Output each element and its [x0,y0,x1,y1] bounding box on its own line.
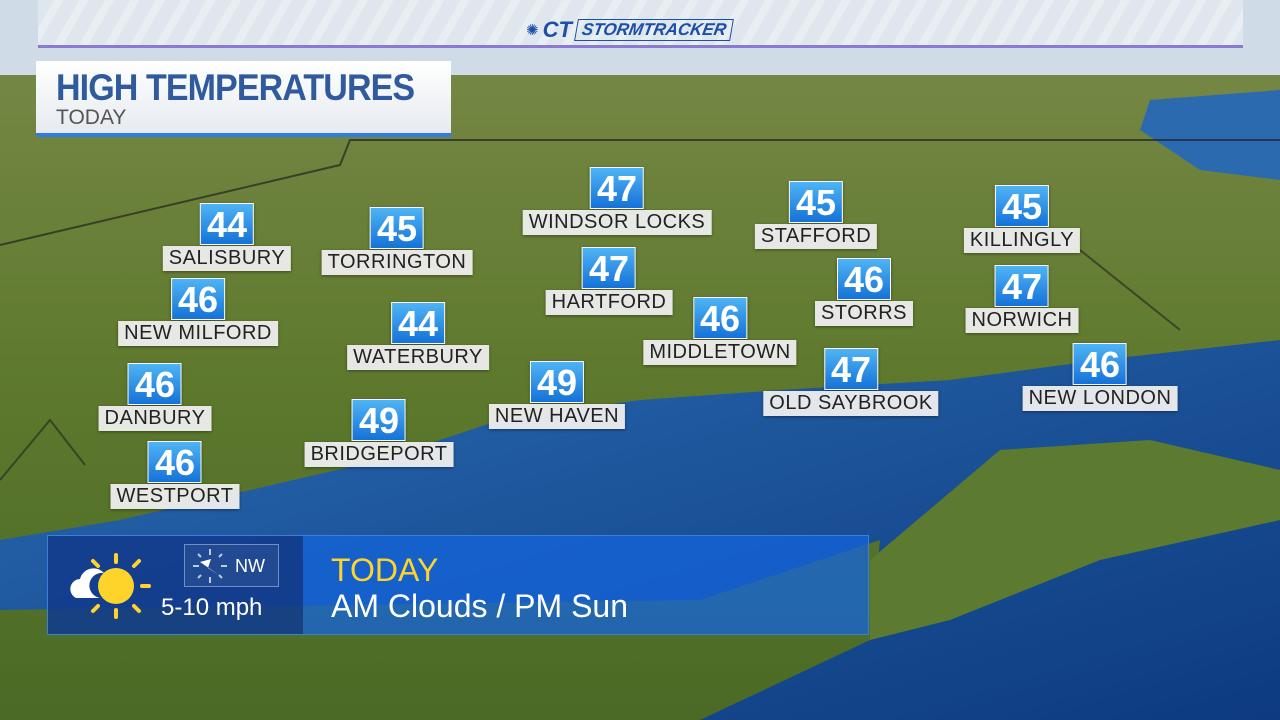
temperature-value: 46 [693,297,747,339]
partly-sunny-icon [70,553,151,619]
peacock-icon: ✺ [526,22,539,39]
wind-panel: NW 5-10 mph [48,536,303,634]
city-name: HARTFORD [545,290,673,315]
city-name: WINDSOR LOCKS [522,210,712,235]
header-bar: ✺ CT STORMTRACKER [38,0,1243,48]
city-marker: 47 NORWICH [965,265,1079,333]
city-name: NORWICH [965,308,1079,333]
city-marker: 45 KILLINGLY [963,185,1081,253]
city-marker: 46 NEW LONDON [1022,343,1178,411]
city-name: STAFFORD [754,224,878,249]
temperature-value: 46 [148,441,202,483]
title-box: HIGH TEMPERATURES TODAY [36,61,451,137]
temperature-value: 49 [529,361,584,403]
city-name: TORRINGTON [321,250,473,275]
temperature-value: 44 [200,203,254,245]
temperature-value: 47 [582,247,636,289]
city-name: SALISBURY [162,246,292,271]
city-name: KILLINGLY [963,228,1081,253]
product-text: STORMTRACKER [573,19,735,41]
city-name: BRIDGEPORT [304,442,454,467]
city-name: NEW MILFORD [118,321,278,346]
city-marker: 46 DANBURY [98,363,212,431]
city-marker: 47 HARTFORD [545,247,673,315]
city-marker: 44 WATERBURY [347,302,489,370]
wind-speed: 5-10 mph [161,594,263,621]
temperature-value: 45 [995,185,1049,227]
brand-text: CT [542,17,572,42]
forecast-period: TODAY [331,552,439,588]
temperature-value: 47 [995,265,1049,307]
temperature-value: 46 [836,258,891,300]
city-marker: 44 SALISBURY [162,203,292,271]
forecast-panel: NW 5-10 mph TODAY AM Clouds / PM Sun [47,535,869,635]
city-marker: 45 STAFFORD [754,181,878,249]
city-name: NEW LONDON [1022,386,1178,411]
temperature-value: 46 [128,363,182,405]
city-marker: 47 OLD SAYBROOK [763,348,939,416]
city-marker: 45 TORRINGTON [321,207,473,275]
page-subtitle: TODAY [56,106,127,129]
city-name: STORRS [815,301,913,326]
wind-direction-box: NW [184,544,279,587]
city-marker: 46 NEW MILFORD [118,278,278,346]
city-name: OLD SAYBROOK [763,391,939,416]
compass-icon [193,549,227,583]
temperature-value: 49 [352,399,406,441]
forecast-condition: AM Clouds / PM Sun [331,588,628,624]
city-marker: 49 BRIDGEPORT [304,399,454,467]
city-name: WATERBURY [347,345,489,370]
city-name: MIDDLETOWN [643,340,797,365]
temperature-value: 44 [390,302,445,344]
stormtracker-logo: ✺ CT STORMTRACKER [526,17,735,43]
city-marker: 46 STORRS [815,258,913,326]
city-name: DANBURY [98,406,212,431]
temperature-value: 47 [590,167,644,209]
temperature-value: 47 [823,348,878,390]
temperature-value: 45 [370,207,424,249]
city-name: WESTPORT [110,484,240,509]
city-marker: 49 NEW HAVEN [488,361,626,429]
temperature-value: 46 [171,278,225,320]
temperature-value: 46 [1072,343,1127,385]
city-marker: 46 MIDDLETOWN [643,297,797,365]
temperature-value: 45 [788,181,843,223]
city-name: NEW HAVEN [488,404,626,429]
condition-panel: TODAY AM Clouds / PM Sun [303,536,868,634]
page-title: HIGH TEMPERATURES [56,67,415,108]
city-marker: 47 WINDSOR LOCKS [522,167,712,235]
wind-direction: NW [235,556,265,576]
city-marker: 46 WESTPORT [110,441,240,509]
